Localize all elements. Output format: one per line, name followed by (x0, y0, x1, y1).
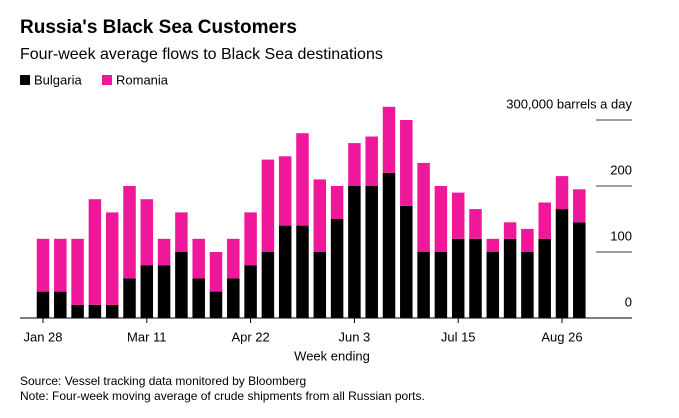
bar (192, 238, 205, 279)
y-tick-label: 200 (610, 162, 632, 177)
bar (140, 199, 154, 266)
bar (261, 159, 275, 252)
bar (105, 304, 119, 318)
bar (417, 162, 430, 252)
bar (503, 222, 517, 239)
bar (123, 186, 136, 279)
x-tick-label: Jun 3 (338, 329, 370, 344)
bar (538, 202, 551, 239)
bar (244, 265, 257, 318)
bar (486, 252, 500, 318)
bar (278, 225, 292, 318)
bar (555, 209, 569, 318)
source: Source: Vessel tracking data monitored b… (20, 374, 306, 388)
bar (140, 265, 154, 318)
bar (313, 252, 327, 318)
note: Note: Four-week moving average of crude … (20, 389, 425, 403)
x-axis-label: Week ending (294, 348, 370, 363)
y-tick-label: 100 (610, 228, 632, 243)
bar (123, 278, 136, 318)
bar (330, 186, 344, 219)
bar (400, 205, 413, 318)
bar (296, 133, 309, 226)
bar (209, 291, 223, 318)
bar (469, 238, 482, 318)
x-tick-label: Aug 26 (541, 329, 582, 344)
bar (36, 291, 50, 318)
bar (486, 238, 500, 252)
bar (521, 252, 534, 318)
bar (538, 238, 551, 318)
bar (157, 265, 171, 318)
bar (503, 238, 517, 318)
chart-title: Russia's Black Sea Customers (20, 17, 297, 38)
x-tick-label: Mar 11 (127, 329, 167, 344)
bar (54, 291, 67, 318)
bar (192, 278, 205, 318)
bar (261, 252, 275, 318)
bar (105, 212, 119, 305)
bar (555, 176, 569, 210)
bar (469, 209, 482, 239)
bar (348, 143, 361, 186)
bar (54, 238, 67, 292)
bar (296, 225, 309, 318)
bar (36, 238, 50, 292)
bar (434, 252, 448, 318)
y-tick-label: 300,000 barrels a day (506, 96, 632, 111)
bar (175, 212, 188, 252)
bar (348, 186, 361, 318)
bar (227, 238, 240, 279)
bar (382, 172, 396, 318)
chart-subtitle: Four-week average flows to Black Sea des… (20, 46, 383, 63)
bar (313, 179, 327, 252)
bar (521, 228, 534, 252)
bar (573, 189, 586, 223)
legend-label: Romania (116, 72, 169, 87)
legend-swatch (20, 75, 30, 85)
bar (400, 120, 413, 206)
x-tick-label: Apr 22 (231, 329, 269, 344)
legend-swatch (102, 75, 112, 85)
bar (417, 252, 430, 318)
bar (330, 219, 344, 318)
legend-label: Bulgaria (34, 72, 82, 87)
bar (88, 199, 102, 305)
bar (227, 278, 240, 318)
bar (71, 304, 84, 318)
bar (365, 136, 378, 186)
bar (175, 252, 188, 318)
bar (451, 238, 465, 318)
y-tick-label: 0 (625, 294, 632, 309)
bar (209, 252, 223, 292)
bar (157, 238, 171, 266)
bar (434, 186, 448, 252)
x-tick-label: Jul 15 (441, 329, 476, 344)
bar (244, 212, 257, 266)
bar (573, 222, 586, 318)
bar (88, 304, 102, 318)
bar (365, 186, 378, 318)
bar (71, 238, 84, 305)
x-tick-label: Jan 28 (23, 329, 62, 344)
bar (451, 192, 465, 239)
bar (382, 106, 396, 173)
bar (278, 156, 292, 226)
